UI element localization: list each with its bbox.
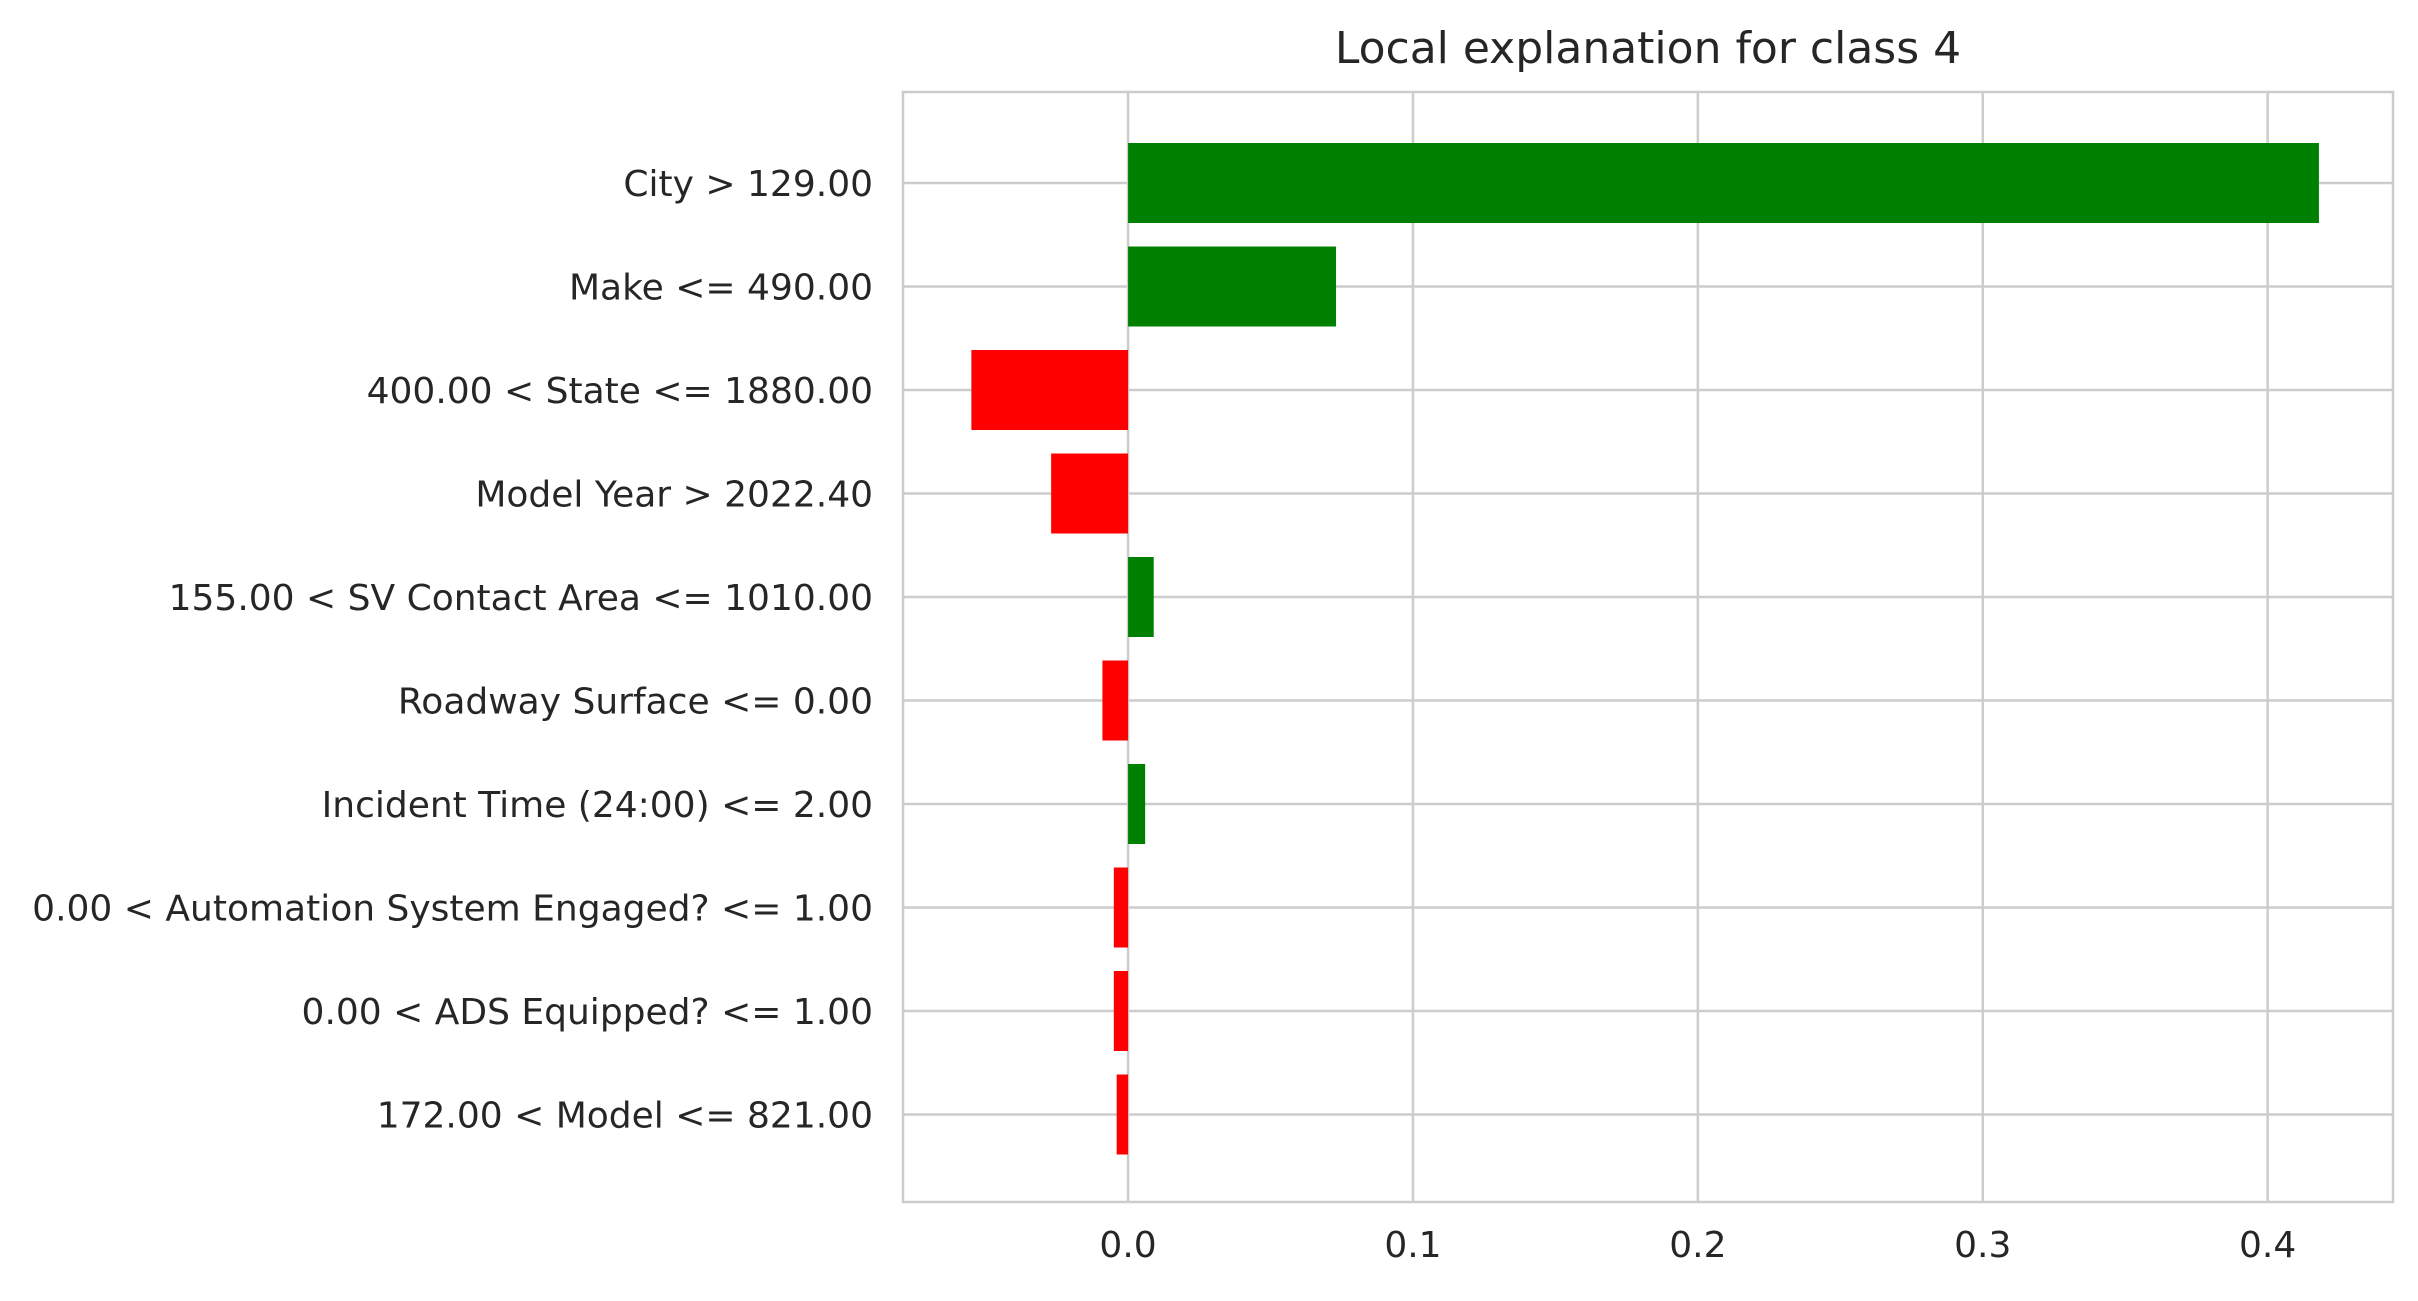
x-tick-label: 0.1 — [1384, 1225, 1441, 1266]
x-tick-labels: 0.0 0.1 0.2 0.3 0.4 — [1099, 1225, 2296, 1266]
y-tick-label: 0.00 < Automation System Engaged? <= 1.0… — [32, 889, 873, 930]
x-tick-label: 0.3 — [1954, 1225, 2011, 1266]
x-tick-label: 0.4 — [2239, 1225, 2296, 1266]
y-tick-label: City > 129.00 — [623, 164, 873, 205]
x-tick-label: 0.0 — [1099, 1225, 1156, 1266]
bar — [1116, 1074, 1129, 1155]
x-tick-label: 0.2 — [1669, 1225, 1726, 1266]
bar — [1128, 143, 2319, 223]
bar — [1113, 867, 1129, 948]
y-tick-label: Incident Time (24:00) <= 2.00 — [322, 785, 873, 826]
y-tick-label: 172.00 < Model <= 821.00 — [377, 1096, 873, 1137]
bars-layer — [971, 143, 2319, 1155]
plot-frame — [901, 90, 2395, 1204]
bar — [1128, 764, 1146, 844]
bar — [1128, 246, 1337, 327]
y-tick-label: Roadway Surface <= 0.00 — [398, 682, 873, 723]
y-tick-label: 0.00 < ADS Equipped? <= 1.00 — [302, 992, 873, 1033]
y-tick-labels: City > 129.00 Make <= 490.00 400.00 < Stat… — [32, 164, 873, 1137]
bar — [1102, 660, 1129, 741]
y-tick-label: Make <= 490.00 — [569, 268, 873, 309]
y-tick-label: 400.00 < State <= 1880.00 — [367, 371, 873, 412]
chart-title: Local explanation for class 4 — [1335, 23, 1961, 74]
y-tick-label: 155.00 < SV Contact Area <= 1010.00 — [169, 578, 873, 619]
bar — [1113, 971, 1129, 1051]
bar — [1051, 453, 1129, 534]
bar — [971, 350, 1129, 430]
y-tick-label: Model Year > 2022.40 — [475, 475, 873, 516]
bar — [1128, 557, 1154, 637]
